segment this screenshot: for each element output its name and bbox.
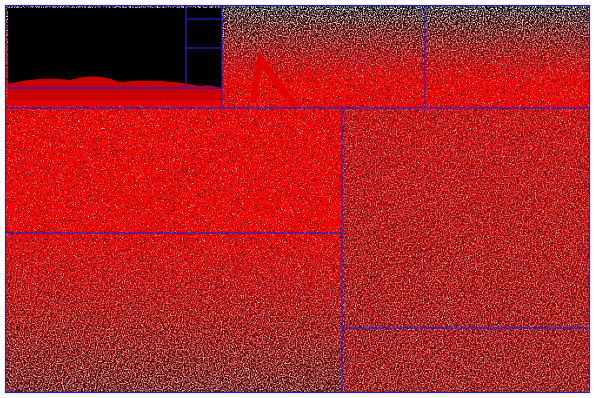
segmentation-boxes xyxy=(4,4,591,394)
dark-region xyxy=(8,8,222,100)
red-structure xyxy=(250,52,300,108)
outer-box xyxy=(4,4,591,394)
red-ridge xyxy=(8,76,222,106)
